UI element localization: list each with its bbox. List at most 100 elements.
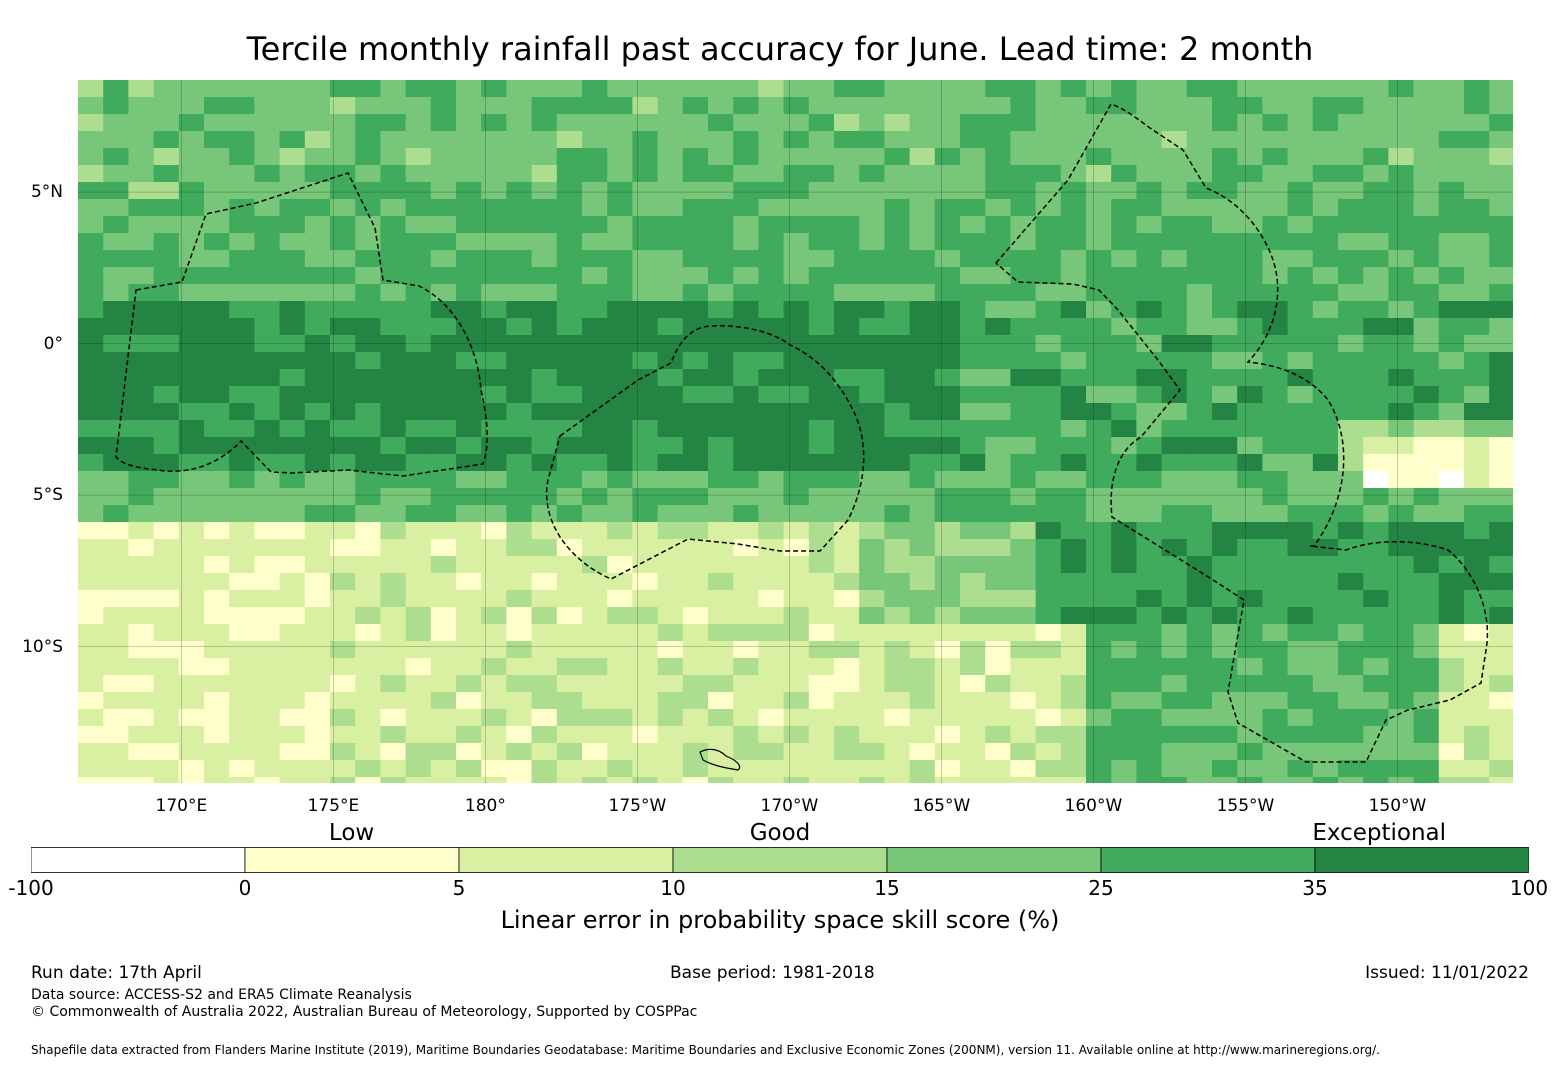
skill-cell [1287, 590, 1314, 608]
skill-cell [758, 556, 785, 574]
skill-cell [808, 658, 835, 676]
skill-cell [632, 403, 659, 421]
skill-cell [758, 624, 785, 642]
skill-cell [1237, 692, 1263, 710]
skill-cell [279, 318, 306, 336]
skill-cell [834, 641, 860, 659]
skill-cell [481, 590, 507, 608]
skill-cell [657, 607, 684, 625]
skill-cell [1338, 658, 1364, 676]
skill-cells-layer [78, 80, 1513, 783]
skill-cell [985, 658, 1011, 676]
skill-cell [582, 709, 608, 727]
skill-cell [506, 641, 533, 659]
skill-cell [1464, 658, 1490, 676]
colorbar-bin [30, 847, 246, 873]
skill-cell [884, 556, 911, 574]
skill-cell [178, 267, 205, 285]
skill-cell [1388, 301, 1415, 319]
skill-cell [985, 114, 1011, 132]
skill-cell [1237, 709, 1263, 727]
skill-cell [1464, 709, 1490, 727]
skill-cell [783, 131, 810, 149]
skill-cell [1438, 284, 1465, 302]
skill-cell [1086, 284, 1112, 302]
category-label: Low [328, 820, 375, 846]
skill-cell [1237, 743, 1263, 761]
skill-cell [909, 148, 936, 166]
skill-cell [934, 131, 961, 149]
skill-cell [758, 267, 785, 285]
skill-cell [153, 114, 180, 132]
skill-cell [682, 284, 709, 302]
skill-cell [657, 556, 684, 574]
skill-cell [254, 352, 281, 370]
skill-cell [582, 454, 608, 472]
skill-cell [1338, 114, 1364, 132]
skill-cell [1186, 539, 1213, 557]
skill-cell [1287, 522, 1314, 540]
skill-cell [430, 709, 457, 727]
skill-cell [1237, 284, 1263, 302]
skill-cell [682, 301, 709, 319]
skill-cell [1262, 267, 1289, 285]
skill-cell [632, 352, 659, 370]
skill-cell [456, 760, 482, 778]
skill-cell [1060, 318, 1087, 336]
skill-cell [178, 641, 205, 659]
skill-cell [456, 522, 482, 540]
skill-cell [985, 590, 1011, 608]
skill-cell [380, 471, 407, 489]
skill-cell [304, 250, 331, 268]
skill-cell [456, 386, 482, 404]
skill-cell [1086, 777, 1112, 783]
skill-cell [682, 352, 709, 370]
skill-cell [1161, 471, 1188, 489]
skill-cell [1237, 148, 1263, 166]
skill-cell [834, 777, 860, 783]
skill-cell [204, 267, 230, 285]
gridlines-layer [78, 80, 1513, 783]
skill-cell [708, 148, 734, 166]
skill-cell [960, 250, 986, 268]
skill-cell [1287, 420, 1314, 438]
skill-cell [1312, 726, 1339, 744]
skill-cell [1111, 607, 1137, 625]
skill-cell [808, 216, 835, 234]
skill-cell [405, 641, 432, 659]
skill-cell [304, 454, 331, 472]
skill-cell [456, 114, 482, 132]
skill-cell [481, 641, 507, 659]
skill-cell [1338, 471, 1364, 489]
skill-cell [909, 726, 936, 744]
skill-cell [103, 369, 129, 387]
skill-cell [531, 675, 558, 693]
skill-cell [1438, 403, 1465, 421]
skill-cell [1388, 539, 1415, 557]
skill-cell [1312, 641, 1339, 659]
eez-boundaries-layer [115, 103, 1489, 763]
skill-cell [456, 97, 482, 115]
skill-cell [380, 369, 407, 387]
skill-cell [1136, 743, 1163, 761]
skill-cell [582, 590, 608, 608]
skill-cell [859, 165, 885, 183]
skill-cell [1262, 182, 1289, 200]
skill-cell [884, 624, 911, 642]
skill-cell [1464, 131, 1490, 149]
skill-cell [1086, 471, 1112, 489]
skill-cell [506, 386, 533, 404]
skill-cell [1237, 403, 1263, 421]
skill-cell [934, 284, 961, 302]
skill-cell [783, 165, 810, 183]
skill-cell [1161, 284, 1188, 302]
skill-cell [481, 573, 507, 591]
skill-cell [355, 318, 381, 336]
skill-cell [204, 148, 230, 166]
skill-cell [960, 624, 986, 642]
skill-cell [456, 369, 482, 387]
skill-cell [1363, 131, 1389, 149]
skill-cell [960, 709, 986, 727]
skill-cell [909, 641, 936, 659]
skill-cell [153, 267, 180, 285]
